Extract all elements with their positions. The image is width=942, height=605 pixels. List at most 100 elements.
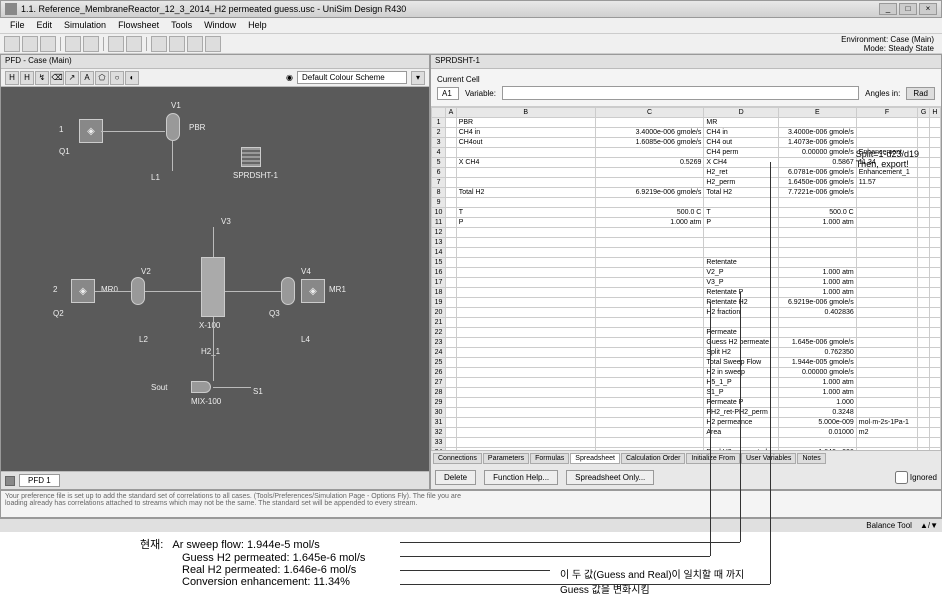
label-mix: MIX-100 bbox=[191, 397, 221, 406]
tool-pfd-icon[interactable] bbox=[65, 36, 81, 52]
status-arrows-icon[interactable]: ▲/▼ bbox=[920, 521, 938, 530]
unit-x100[interactable] bbox=[201, 257, 225, 317]
tool-save-icon[interactable] bbox=[40, 36, 56, 52]
menu-file[interactable]: File bbox=[4, 18, 31, 33]
menu-flowsheet[interactable]: Flowsheet bbox=[112, 18, 165, 33]
tool-misc4-icon[interactable] bbox=[205, 36, 221, 52]
op-mr1[interactable]: ◈ bbox=[301, 279, 325, 303]
sheet-tab-user-variables[interactable]: User Variables bbox=[741, 453, 796, 464]
app-icon bbox=[5, 3, 17, 15]
pfd-tool-2-icon[interactable]: H bbox=[20, 71, 34, 85]
op-q1[interactable]: ◈ bbox=[79, 119, 103, 143]
pfd-tab-1[interactable]: PFD 1 bbox=[19, 474, 60, 487]
sheet-header: Current Cell A1 Variable: Angles in: Rad bbox=[431, 69, 941, 107]
colour-scheme-button-icon[interactable]: ▾ bbox=[411, 71, 425, 85]
label-s1: S1 bbox=[253, 387, 263, 396]
pfd-tool-7-icon[interactable]: ⬠ bbox=[95, 71, 109, 85]
label-v3: V3 bbox=[221, 217, 231, 226]
spreadsheet-only-button[interactable]: Spreadsheet Only... bbox=[566, 470, 654, 485]
tool-workbook-icon[interactable] bbox=[83, 36, 99, 52]
sheet-tab-initialize-from[interactable]: Initialize From bbox=[686, 453, 740, 464]
label-pbr: PBR bbox=[189, 123, 205, 132]
minimize-button[interactable]: _ bbox=[879, 3, 897, 15]
colour-scheme-dropdown[interactable]: Default Colour Scheme bbox=[297, 71, 407, 84]
tool-run-icon[interactable] bbox=[108, 36, 124, 52]
maximize-button[interactable]: □ bbox=[899, 3, 917, 15]
pfd-toolbar: H H ↯ ⌫ ↗ A ⬠ ○ ◐ ◉ Default Colour Schem… bbox=[1, 69, 429, 87]
label-l2: L2 bbox=[139, 335, 148, 344]
close-button[interactable]: × bbox=[919, 3, 937, 15]
annotation-note: 이 두 값(Guess and Real)이 일치할 때 까지 Guess 값을… bbox=[560, 566, 744, 596]
pfd-tool-4-icon[interactable]: ⌫ bbox=[50, 71, 64, 85]
vessel-left[interactable] bbox=[131, 277, 145, 305]
pfd-tool-5-icon[interactable]: ↗ bbox=[65, 71, 79, 85]
tool-open-icon[interactable] bbox=[22, 36, 38, 52]
label-v4: V4 bbox=[301, 267, 311, 276]
label-q3: Q3 bbox=[269, 309, 280, 318]
cell-ref[interactable]: A1 bbox=[437, 87, 459, 100]
pfd-title: PFD - Case (Main) bbox=[1, 55, 429, 69]
tool-misc3-icon[interactable] bbox=[187, 36, 203, 52]
mixer[interactable] bbox=[191, 381, 211, 393]
balance-tool-label: Balance Tool bbox=[866, 521, 912, 530]
label-q2: Q2 bbox=[53, 309, 64, 318]
angle-unit[interactable]: Rad bbox=[906, 87, 935, 100]
tool-new-icon[interactable] bbox=[4, 36, 20, 52]
annotation-split: Split=1-d23/d19 Then, export! bbox=[856, 149, 919, 169]
variable-input[interactable] bbox=[502, 86, 859, 100]
sheet-tab-calculation-order[interactable]: Calculation Order bbox=[621, 453, 685, 464]
pfd-tab-bullet-icon[interactable] bbox=[5, 476, 15, 486]
label-h21: H2_1 bbox=[201, 347, 220, 356]
vessel-pbr[interactable] bbox=[166, 113, 180, 141]
window-title: 1.1. Reference_MembraneReactor_12_3_2014… bbox=[21, 4, 406, 14]
function-help-button[interactable]: Function Help... bbox=[484, 470, 558, 485]
label-l4: L4 bbox=[301, 335, 310, 344]
pfd-window: PFD - Case (Main) H H ↯ ⌫ ↗ A ⬠ ○ ◐ ◉ De… bbox=[0, 54, 430, 490]
label-v2: V2 bbox=[141, 267, 151, 276]
main-toolbar: Environment: Case (Main) Mode: Steady St… bbox=[0, 34, 942, 54]
sheet-tab-spreadsheet[interactable]: Spreadsheet bbox=[570, 453, 620, 464]
sheet-tab-parameters[interactable]: Parameters bbox=[483, 453, 529, 464]
title-bar: 1.1. Reference_MembraneReactor_12_3_2014… bbox=[0, 0, 942, 18]
label-l1: L1 bbox=[151, 173, 160, 182]
label-2: 2 bbox=[53, 285, 57, 294]
sheet-tab-formulas[interactable]: Formulas bbox=[530, 453, 569, 464]
tool-stop-icon[interactable] bbox=[126, 36, 142, 52]
menu-help[interactable]: Help bbox=[242, 18, 273, 33]
environment-info: Environment: Case (Main) Mode: Steady St… bbox=[841, 35, 938, 53]
tool-misc1-icon[interactable] bbox=[151, 36, 167, 52]
pfd-tool-3-icon[interactable]: ↯ bbox=[35, 71, 49, 85]
op-mr0[interactable]: ◈ bbox=[71, 279, 95, 303]
menu-bar: File Edit Simulation Flowsheet Tools Win… bbox=[0, 18, 942, 34]
sheet-tab-connections[interactable]: Connections bbox=[433, 453, 482, 464]
status-bar: Balance Tool ▲/▼ bbox=[0, 518, 942, 532]
label-1: 1 bbox=[59, 125, 63, 134]
sheet-button-bar: Delete Function Help... Spreadsheet Only… bbox=[431, 466, 941, 489]
spreadsheet-grid[interactable]: ABCDEFGH1PBRMR2CH4 in3.4000e-006 gmole/s… bbox=[431, 107, 941, 450]
label-q1: Q1 bbox=[59, 147, 70, 156]
pfd-tool-8-icon[interactable]: ○ bbox=[110, 71, 124, 85]
spreadsheet-icon[interactable] bbox=[241, 147, 261, 167]
menu-window[interactable]: Window bbox=[198, 18, 242, 33]
label-x100: X-100 bbox=[199, 321, 220, 330]
pfd-canvas[interactable]: V1 PBR 1 ◈ Q1 SPRDSHT-1 L1 V3 V2 V4 2 ◈ … bbox=[1, 87, 429, 471]
ignored-checkbox[interactable] bbox=[895, 471, 908, 484]
pfd-tool-1-icon[interactable]: H bbox=[5, 71, 19, 85]
menu-tools[interactable]: Tools bbox=[165, 18, 198, 33]
label-v1: V1 bbox=[171, 101, 181, 110]
vessel-right[interactable] bbox=[281, 277, 295, 305]
label-sprd: SPRDSHT-1 bbox=[233, 171, 278, 180]
sheet-tab-notes[interactable]: Notes bbox=[797, 453, 825, 464]
message-log: Your preference file is set up to add th… bbox=[0, 490, 942, 518]
spreadsheet-window: SPRDSHT-1 Current Cell A1 Variable: Angl… bbox=[430, 54, 942, 490]
pfd-tool-9-icon[interactable]: ◐ bbox=[125, 71, 139, 85]
menu-edit[interactable]: Edit bbox=[31, 18, 59, 33]
label-mr1: MR1 bbox=[329, 285, 346, 294]
delete-button[interactable]: Delete bbox=[435, 470, 476, 485]
pfd-tab-bar: PFD 1 bbox=[1, 471, 429, 489]
colour-radio[interactable]: ◉ bbox=[286, 73, 293, 82]
label-mr0: MR0 bbox=[101, 285, 118, 294]
tool-misc2-icon[interactable] bbox=[169, 36, 185, 52]
pfd-tool-6-icon[interactable]: A bbox=[80, 71, 94, 85]
menu-simulation[interactable]: Simulation bbox=[58, 18, 112, 33]
